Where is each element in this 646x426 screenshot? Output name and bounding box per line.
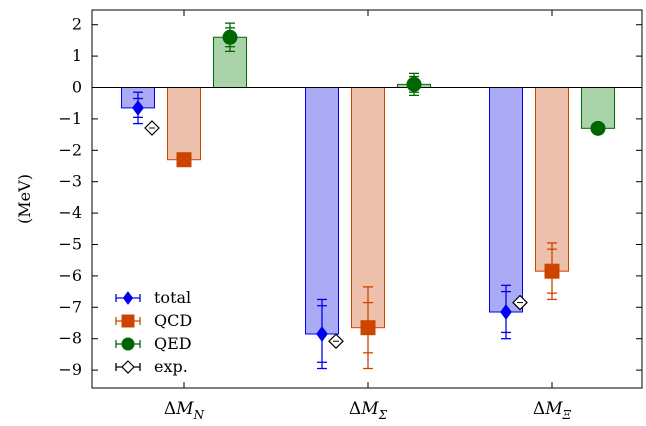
category-symbol: M (175, 399, 194, 419)
category-delta: Δ (164, 399, 176, 419)
category-label-1: ΔMΣ (349, 399, 388, 422)
y-tick-label: 2 (72, 15, 82, 34)
marker-QED-0 (222, 29, 238, 45)
legend-item-3: exp. (115, 357, 188, 376)
legend-marker (122, 291, 134, 305)
y-tick-label: −1 (58, 109, 82, 128)
exp-marker-0 (144, 120, 160, 136)
category-labels: ΔMN ΔMΣ ΔMΞ (164, 399, 572, 422)
legend-label: exp. (154, 357, 188, 376)
bar-total-1 (305, 87, 339, 335)
category-subscript: Σ (378, 408, 388, 422)
bar-QCD-0 (167, 87, 201, 161)
y-axis-ticks: 2 1 0 −1 −2 −3 −4 −5 −6 −7 −8 −9 (58, 10, 642, 388)
legend-label: total (154, 288, 191, 307)
y-axis-label: (MeV) (15, 174, 34, 224)
exp-marker-1 (328, 333, 344, 350)
legend-label: QED (154, 334, 192, 353)
data-markers (132, 29, 606, 342)
marker-total-2 (500, 304, 512, 320)
legend: total QCD QED exp. (115, 288, 192, 376)
category-delta: Δ (533, 399, 545, 419)
marker-QED-2 (590, 120, 606, 136)
bars (121, 36, 615, 335)
category-symbol: M (360, 399, 379, 419)
bar-total-2 (489, 87, 523, 313)
category-label-0: ΔMN (164, 399, 205, 422)
y-tick-label: 1 (72, 46, 82, 65)
legend-marker (121, 337, 135, 351)
marker-QCD-2 (544, 263, 560, 279)
category-symbol: M (544, 399, 563, 419)
category-subscript: N (193, 408, 205, 422)
category-label-2: ΔMΞ (533, 399, 572, 422)
marker-QED-1 (406, 76, 422, 92)
marker-QCD-1 (360, 320, 376, 336)
y-tick-label: −4 (58, 203, 82, 222)
legend-item-0: total (115, 288, 191, 307)
legend-label: QCD (154, 311, 192, 330)
legend-marker (121, 360, 135, 374)
marker-QCD-0 (176, 152, 192, 168)
plot-area-frame (91, 9, 643, 389)
legend-item-1: QCD (115, 311, 192, 330)
category-delta: Δ (349, 399, 361, 419)
y-tick-label: −8 (58, 329, 82, 348)
y-tick-label: −6 (58, 266, 82, 285)
exp-marker-2 (512, 294, 528, 311)
bar-QCD-2 (535, 87, 569, 272)
marker-total-1 (316, 326, 328, 342)
y-tick-label: −3 (58, 172, 82, 191)
y-tick-label: −9 (58, 360, 82, 379)
legend-marker (121, 314, 135, 328)
y-tick-label: 0 (72, 78, 82, 97)
category-subscript: Ξ (562, 408, 572, 422)
y-tick-label: −5 (58, 235, 82, 254)
experiment-markers (144, 120, 528, 350)
legend-item-2: QED (115, 334, 192, 353)
y-tick-label: −2 (58, 140, 82, 159)
y-tick-label: −7 (58, 297, 82, 316)
marker-total-0 (132, 100, 144, 116)
